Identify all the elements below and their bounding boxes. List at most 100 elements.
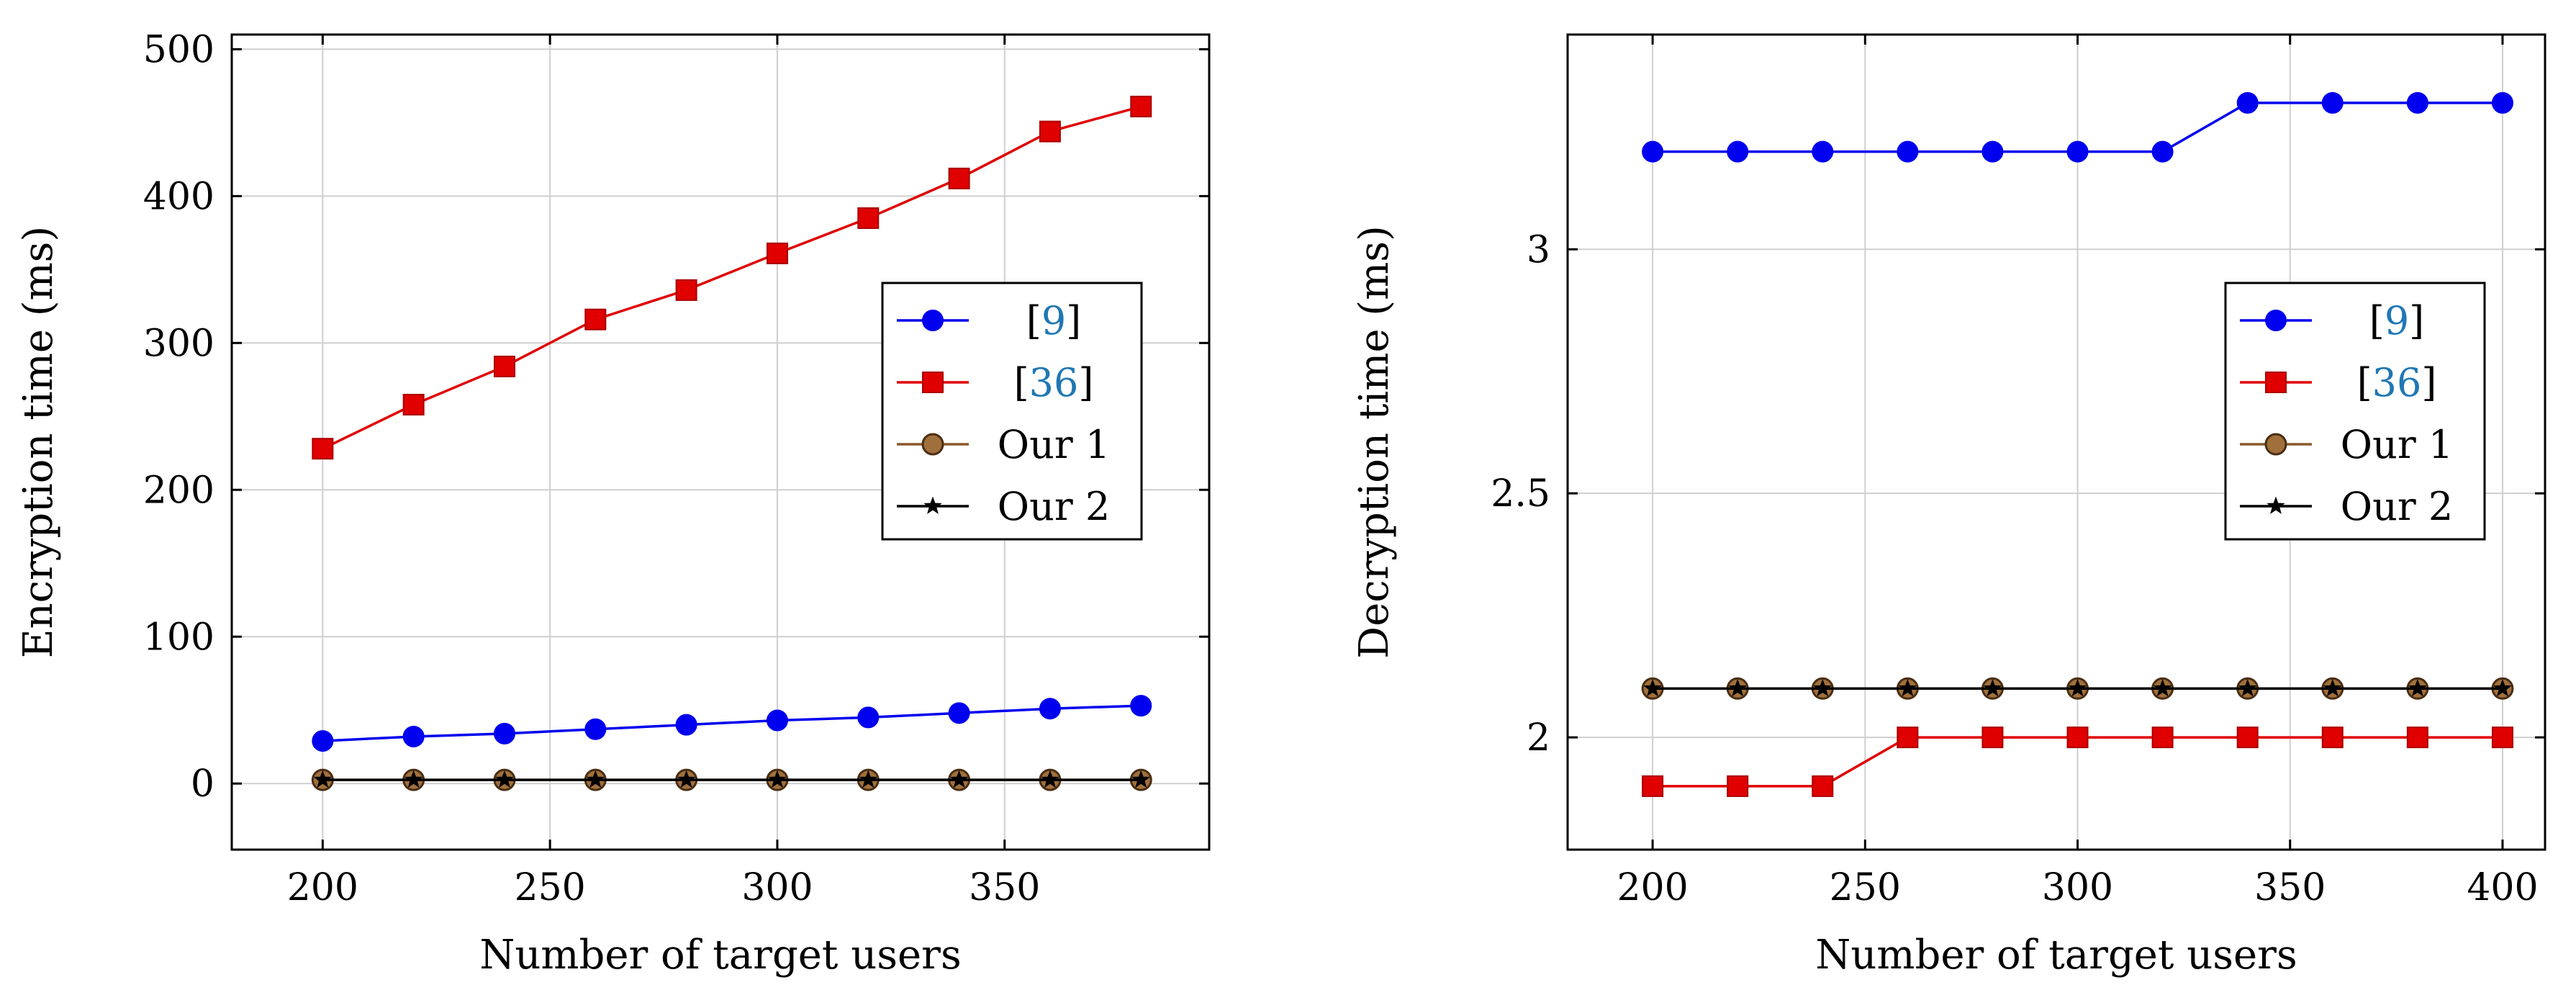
y-tick-label: 2.5: [1491, 472, 1550, 516]
data-point: [948, 702, 970, 724]
series-0: [312, 695, 1152, 752]
data-point: [402, 725, 425, 747]
data-point: [584, 308, 607, 330]
series-1: [312, 95, 1152, 460]
data-point: [404, 770, 423, 788]
data-point: [1131, 770, 1151, 788]
data-point: [2066, 140, 2089, 163]
legend-bracket: [: [2369, 298, 2385, 343]
data-point: [584, 718, 607, 740]
y-tick-label: 200: [143, 469, 214, 512]
data-point: [857, 207, 880, 229]
legend-bracket: [: [1026, 298, 1041, 343]
legend-label: Our 1: [998, 422, 1110, 467]
data-point: [1727, 775, 1749, 797]
y-tick-label: 100: [143, 616, 214, 659]
legend-marker: [2264, 433, 2287, 456]
legend-bracket: ]: [2421, 360, 2436, 405]
legend-bracket: ]: [2409, 298, 2424, 343]
legend-label: Our 1: [2341, 422, 2453, 467]
x-tick-label: 400: [2467, 866, 2538, 909]
y-axis-label: Encryption time (ms): [15, 226, 62, 659]
data-point: [1813, 678, 1832, 697]
legend-citation: 36: [2372, 360, 2422, 405]
data-point: [2323, 678, 2342, 697]
legend-bracket: ]: [1066, 298, 1081, 343]
series-0: [1642, 91, 2513, 163]
data-point: [1897, 140, 1919, 163]
data-point: [2068, 678, 2087, 697]
data-point: [677, 770, 696, 788]
data-point: [313, 770, 333, 788]
legend-label: [36]: [2357, 360, 2437, 405]
data-point: [493, 722, 515, 745]
data-point: [2406, 91, 2428, 114]
data-point: [857, 706, 880, 729]
x-tick-label: 250: [515, 866, 586, 909]
y-axis-label: Decryption time (ms): [1351, 225, 1398, 659]
data-point: [1642, 140, 1664, 163]
legend-label: [9]: [1026, 298, 1082, 343]
data-point: [1812, 140, 1834, 163]
y-tick-label: 300: [143, 322, 214, 365]
x-axis-label: Number of target users: [1815, 932, 2297, 979]
data-point: [766, 709, 788, 732]
data-point: [859, 770, 878, 788]
series-1: [1642, 727, 2513, 797]
data-point: [1727, 140, 1749, 163]
data-point: [2491, 91, 2513, 114]
series-3: [1643, 678, 2512, 697]
legend-marker: [923, 496, 942, 514]
data-point: [1039, 698, 1061, 720]
data-point: [2066, 727, 2089, 749]
x-tick-label: 350: [2254, 866, 2326, 909]
x-tick-label: 200: [1617, 866, 1688, 909]
x-tick-label: 350: [969, 866, 1040, 909]
x-tick-label: 300: [741, 866, 813, 909]
data-point: [495, 770, 514, 788]
data-point: [2151, 727, 2174, 749]
y-tick-label: 3: [1527, 228, 1550, 271]
data-point: [948, 167, 970, 189]
encryption-chart: 200 250 300 350 0 100 200 300 400 500 Number of ta…: [15, 28, 1211, 979]
series-3: [313, 770, 1151, 788]
data-point: [1812, 775, 1834, 797]
data-point: [493, 355, 515, 377]
data-point: [2321, 91, 2344, 114]
data-point: [312, 438, 334, 460]
x-tick-label: 300: [2042, 866, 2113, 909]
legend-citation: 9: [2385, 298, 2409, 343]
legend-marker: [2265, 372, 2287, 393]
data-point: [1981, 727, 2004, 749]
legend-marker: [2267, 496, 2285, 514]
legend-label: Our 2: [998, 484, 1110, 529]
legend-citation: 36: [1029, 360, 1079, 405]
legend-bracket: ]: [1078, 360, 1093, 405]
legend-marker: [922, 310, 944, 331]
data-point: [1130, 695, 1152, 717]
plot-frame: [230, 33, 1211, 851]
legend-label: [36]: [1014, 360, 1094, 405]
legend-marker: [2265, 310, 2287, 331]
data-point: [2491, 727, 2513, 749]
data-point: [2151, 140, 2174, 163]
data-point: [2321, 727, 2344, 749]
legend-label: [9]: [2369, 298, 2425, 343]
data-point: [1981, 140, 2004, 163]
data-point: [1728, 678, 1747, 697]
legend-bracket: [: [2357, 360, 2372, 405]
data-point: [312, 730, 334, 752]
data-point: [2238, 678, 2257, 697]
legend-citation: 9: [1041, 298, 1066, 343]
data-point: [1642, 775, 1664, 797]
y-tick-label: 0: [191, 763, 214, 806]
legend-bracket: [: [1014, 360, 1029, 405]
series-line: [322, 704, 1142, 742]
data-point: [1897, 727, 1919, 749]
plot-frame: [1566, 33, 2546, 851]
y-tick-label: 2: [1527, 716, 1550, 760]
data-point: [766, 242, 788, 264]
data-point: [1039, 120, 1061, 143]
